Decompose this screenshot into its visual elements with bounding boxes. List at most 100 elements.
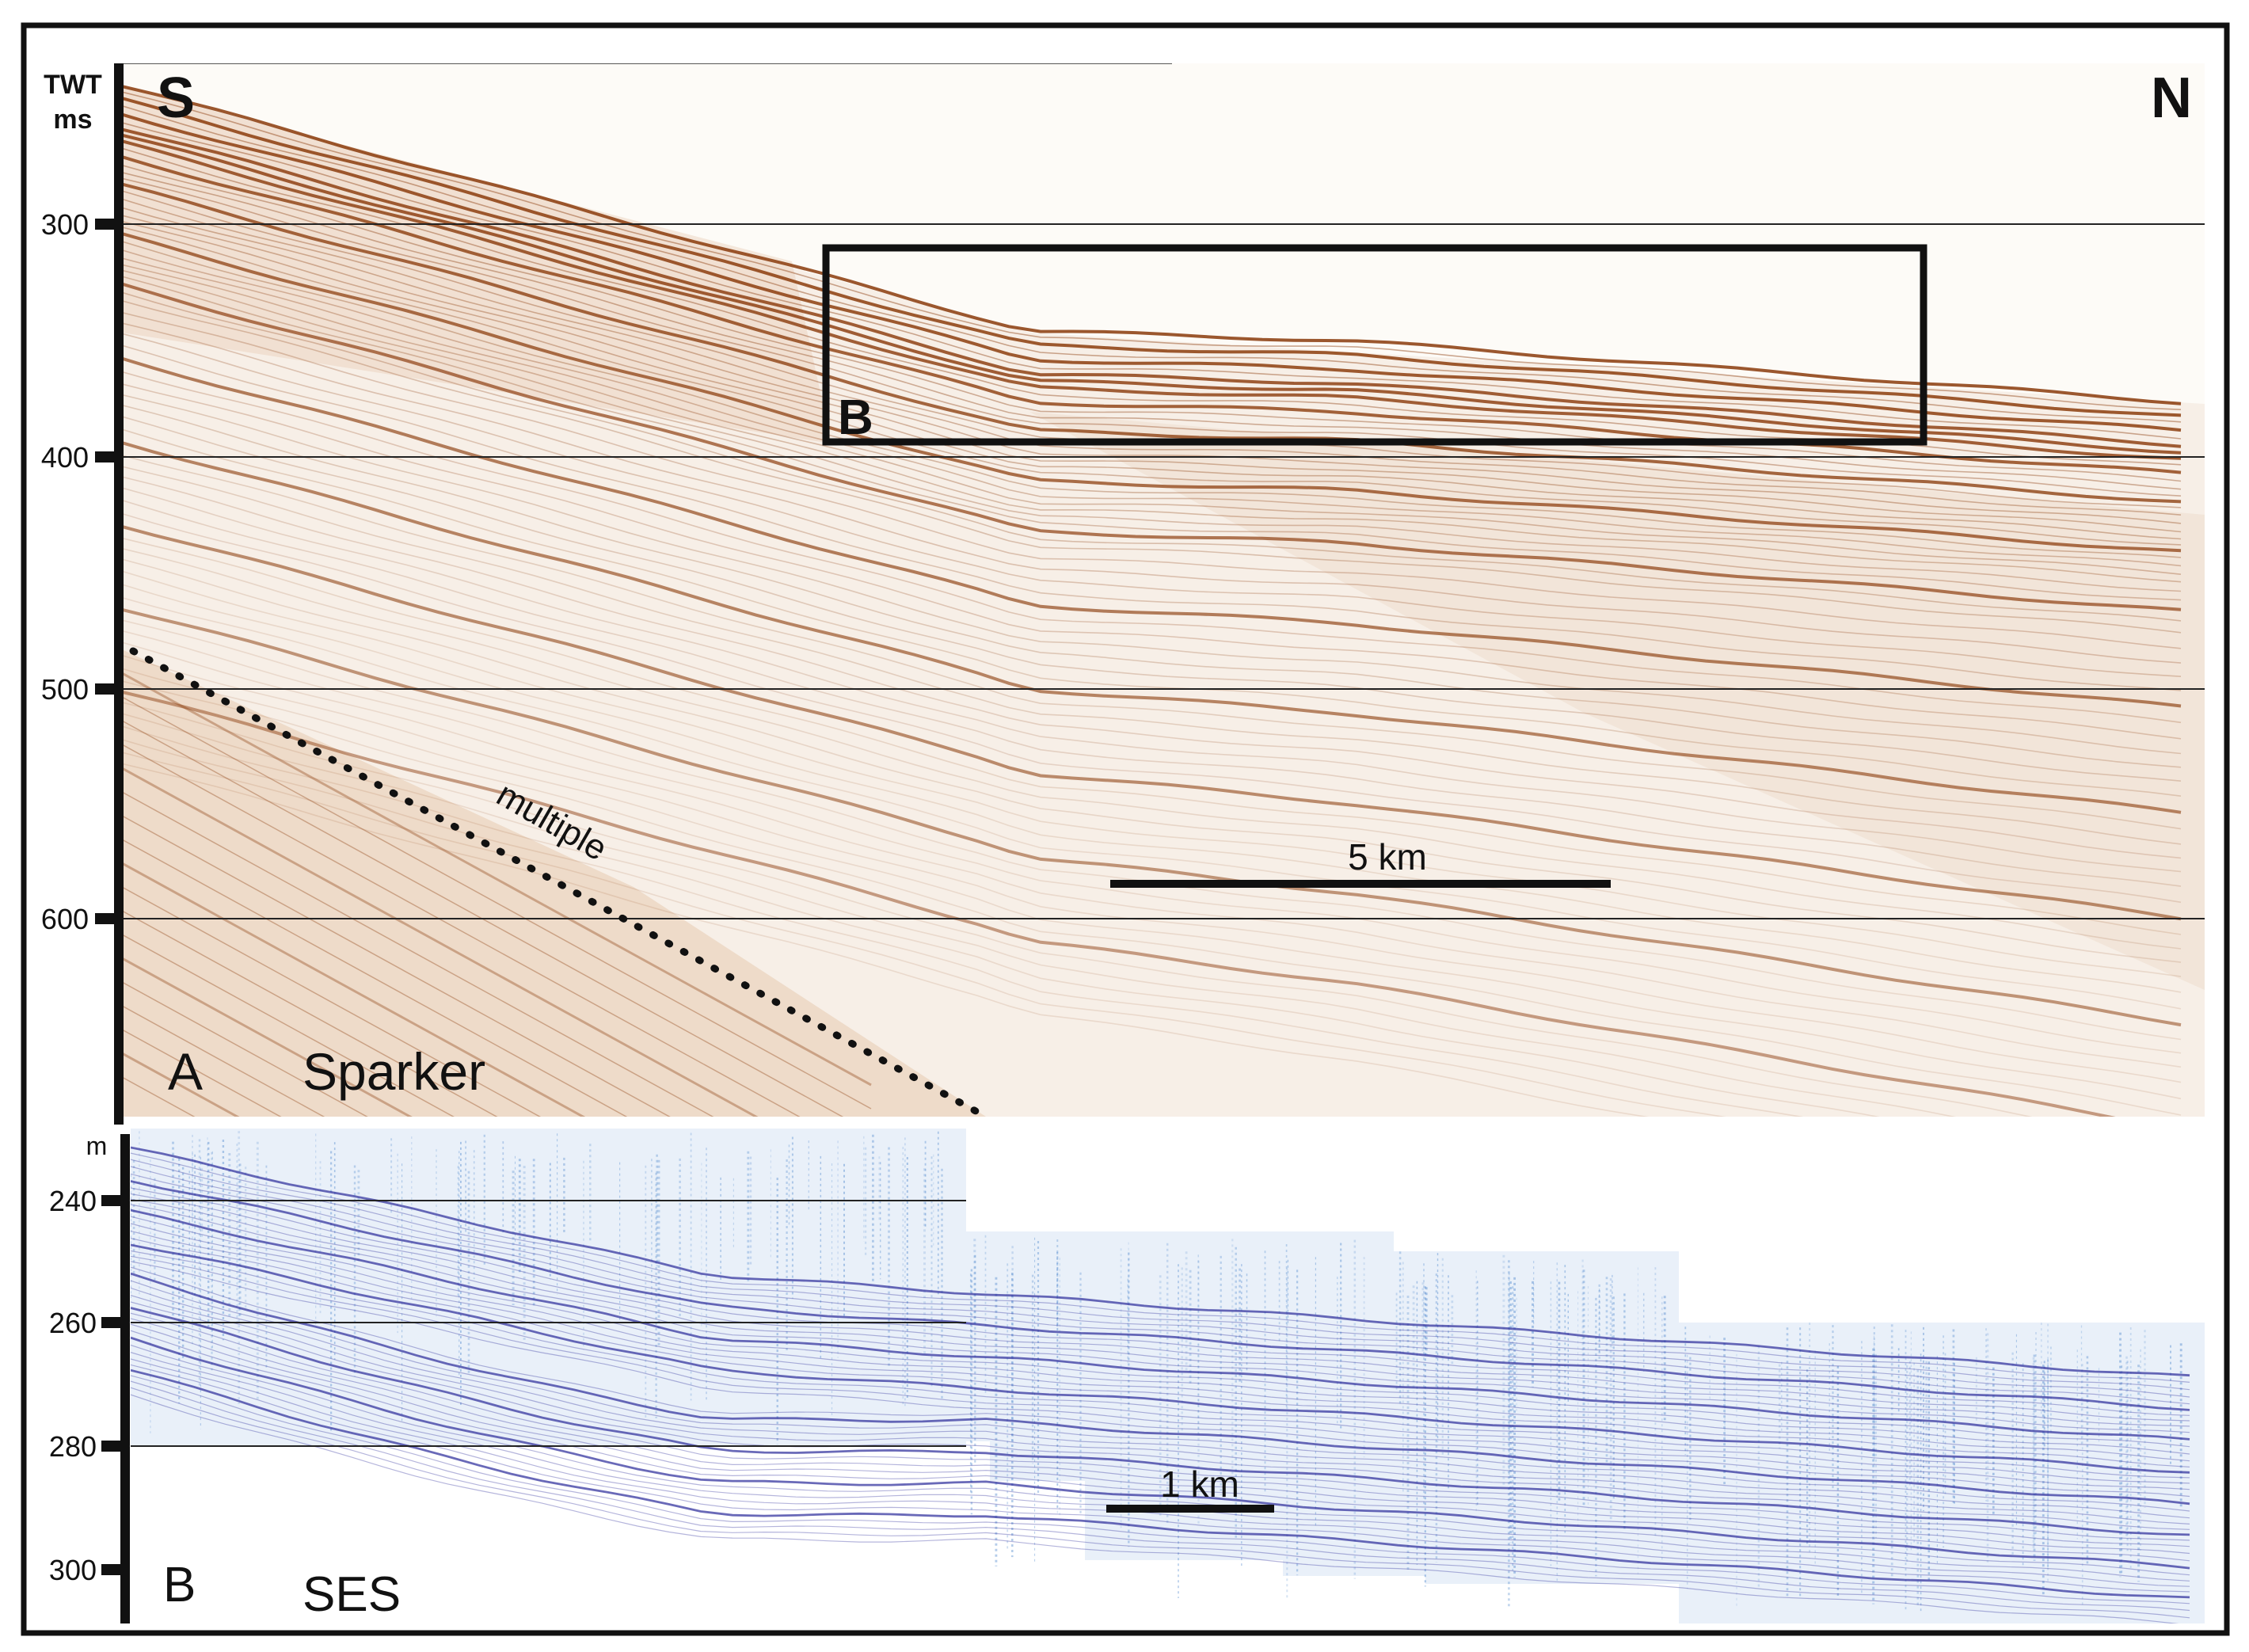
sparker-reflector-line — [122, 333, 2182, 677]
panel-b-name: SES — [303, 1567, 401, 1622]
ses-reflector-line — [131, 1301, 2190, 1530]
sparker-reflector-line — [122, 752, 1726, 1117]
twt-axis-bar — [114, 63, 124, 1125]
ses-reflector-line — [131, 1173, 2190, 1405]
sparker-reflector-line — [122, 690, 2116, 1117]
multiple-reflection-line — [122, 791, 714, 1117]
ses-reflector-line — [131, 1368, 2190, 1599]
multiple-reflection-line — [122, 815, 671, 1117]
scale-bar-1km-label: 1 km — [1160, 1464, 1239, 1505]
multiple-reflection-line — [122, 696, 872, 1110]
ses-reflector-line — [131, 1230, 2190, 1462]
twt-axis-unit: ms — [53, 105, 92, 135]
sparker-reflector-line — [122, 112, 2182, 432]
ses-reflector-line — [131, 1223, 2190, 1455]
ses-reflector-line — [131, 1375, 2190, 1604]
panel-b: m 240 260 280 300 1 km B SES — [49, 1129, 2205, 1623]
sparker-reflector-line — [122, 394, 2182, 755]
sparker-reflector-line — [122, 702, 2033, 1117]
depth-tick-label-280: 280 — [49, 1430, 97, 1463]
ses-reflector-line — [131, 1387, 2190, 1619]
sparker-reflector-line — [122, 416, 2182, 782]
sparker-reflector-line — [122, 739, 1804, 1117]
multiple-reflection-line — [122, 981, 368, 1117]
depth-tick-label-260: 260 — [49, 1307, 97, 1339]
sparker-reflector-line — [122, 257, 2182, 575]
sparker-reflector-line — [122, 282, 2182, 611]
depth-axis-title: m — [86, 1132, 108, 1160]
ses-reflector-line — [131, 1295, 2190, 1524]
ses-reflector-line — [131, 1380, 2190, 1612]
panel-b-letter: B — [163, 1558, 196, 1612]
direction-north: N — [2151, 67, 2192, 130]
inset-box-b — [822, 244, 1927, 446]
sparker-reflector-line — [122, 441, 2182, 814]
ses-reflector-line — [131, 1261, 2190, 1490]
multiple-reflection-line — [122, 862, 586, 1117]
sparker-reflector-line — [122, 241, 2182, 558]
sparker-reflector-line — [122, 466, 2182, 845]
ses-reflector-line — [131, 1364, 2190, 1593]
ses-reflector-line — [131, 1307, 2190, 1536]
scale-bar-5km-label: 5 km — [1348, 836, 1427, 877]
sparker-reflector-line — [122, 570, 2182, 977]
ses-reflector-line — [131, 1255, 2190, 1484]
twt-ticks — [95, 219, 117, 924]
sparker-reflector-line — [122, 524, 2182, 921]
sparker-reflector-line — [122, 105, 2182, 423]
multiple-reflection-line — [122, 672, 872, 1087]
sparker-reflector-line — [122, 276, 2182, 601]
multiple-reflection-line — [122, 1005, 325, 1117]
ses-reflector-line — [131, 1266, 2190, 1498]
sparker-reflector-line — [122, 476, 2182, 859]
multiple-reflection-line — [122, 839, 628, 1117]
sparker-reflector-line — [122, 428, 2182, 797]
sparker-reflector-line — [122, 499, 2182, 887]
twt-tick-label-500: 500 — [41, 673, 89, 706]
sparker-reflector-line — [122, 356, 2182, 708]
sparker-reflector-line — [122, 128, 2182, 448]
depth-tick-label-240: 240 — [49, 1185, 97, 1217]
depth-tick-label-300: 300 — [49, 1554, 97, 1586]
sparker-reflector-line — [122, 680, 2182, 1116]
sparker-reflector-line — [122, 249, 2182, 567]
sparker-reflector-line — [122, 269, 2182, 592]
panel-a-letter: A — [168, 1042, 203, 1101]
sparker-reflector-line — [122, 654, 2182, 1083]
multiple-reflection-line — [122, 886, 542, 1117]
panel-a-name: Sparker — [303, 1042, 485, 1101]
depth-gridlines-b — [131, 1200, 966, 1447]
ses-reflector-line — [131, 1152, 2190, 1383]
ses-reflector-line — [131, 1180, 2190, 1411]
sparker-reflector-line — [122, 322, 2182, 664]
sparker-reflector-line — [122, 226, 2182, 546]
ses-reflector-line — [131, 1344, 2190, 1576]
ses-reflector-line — [131, 1209, 2190, 1441]
ses-reflector-line — [131, 1323, 2190, 1555]
sparker-reflector-line — [122, 641, 2182, 1068]
twt-tick-label-400: 400 — [41, 441, 89, 474]
sparker-reflector-line — [122, 596, 2182, 1010]
multiple-reflection-line — [122, 720, 844, 1117]
ses-reflector-line — [131, 1193, 2190, 1422]
sparker-reflector-line — [122, 85, 2182, 405]
sparker-reflector-line — [122, 763, 1650, 1117]
figure-frame — [21, 22, 2230, 1636]
multiple-reflection-line — [122, 767, 759, 1117]
sparker-reflector-line — [122, 221, 2182, 540]
sparker-reflector-line — [122, 455, 2182, 830]
sparker-reflectors — [122, 85, 2182, 1117]
sparker-reflector-line — [122, 215, 2182, 533]
ses-reflector-line — [131, 1198, 2190, 1427]
twt-tick-label-300: 300 — [41, 208, 89, 241]
ses-reflector-line — [131, 1159, 2190, 1391]
ses-reflector-line — [131, 1216, 2190, 1448]
multiple-reflection-line — [122, 957, 413, 1117]
sparker-reflector-line — [122, 291, 2182, 622]
sparker-reflector-line — [122, 404, 2182, 768]
multiple-reflection-line — [122, 1029, 282, 1117]
ses-reflector-line — [131, 1272, 2190, 1505]
ses-reflector-line — [131, 1336, 2190, 1570]
sparker-reflector-line — [122, 725, 1880, 1117]
